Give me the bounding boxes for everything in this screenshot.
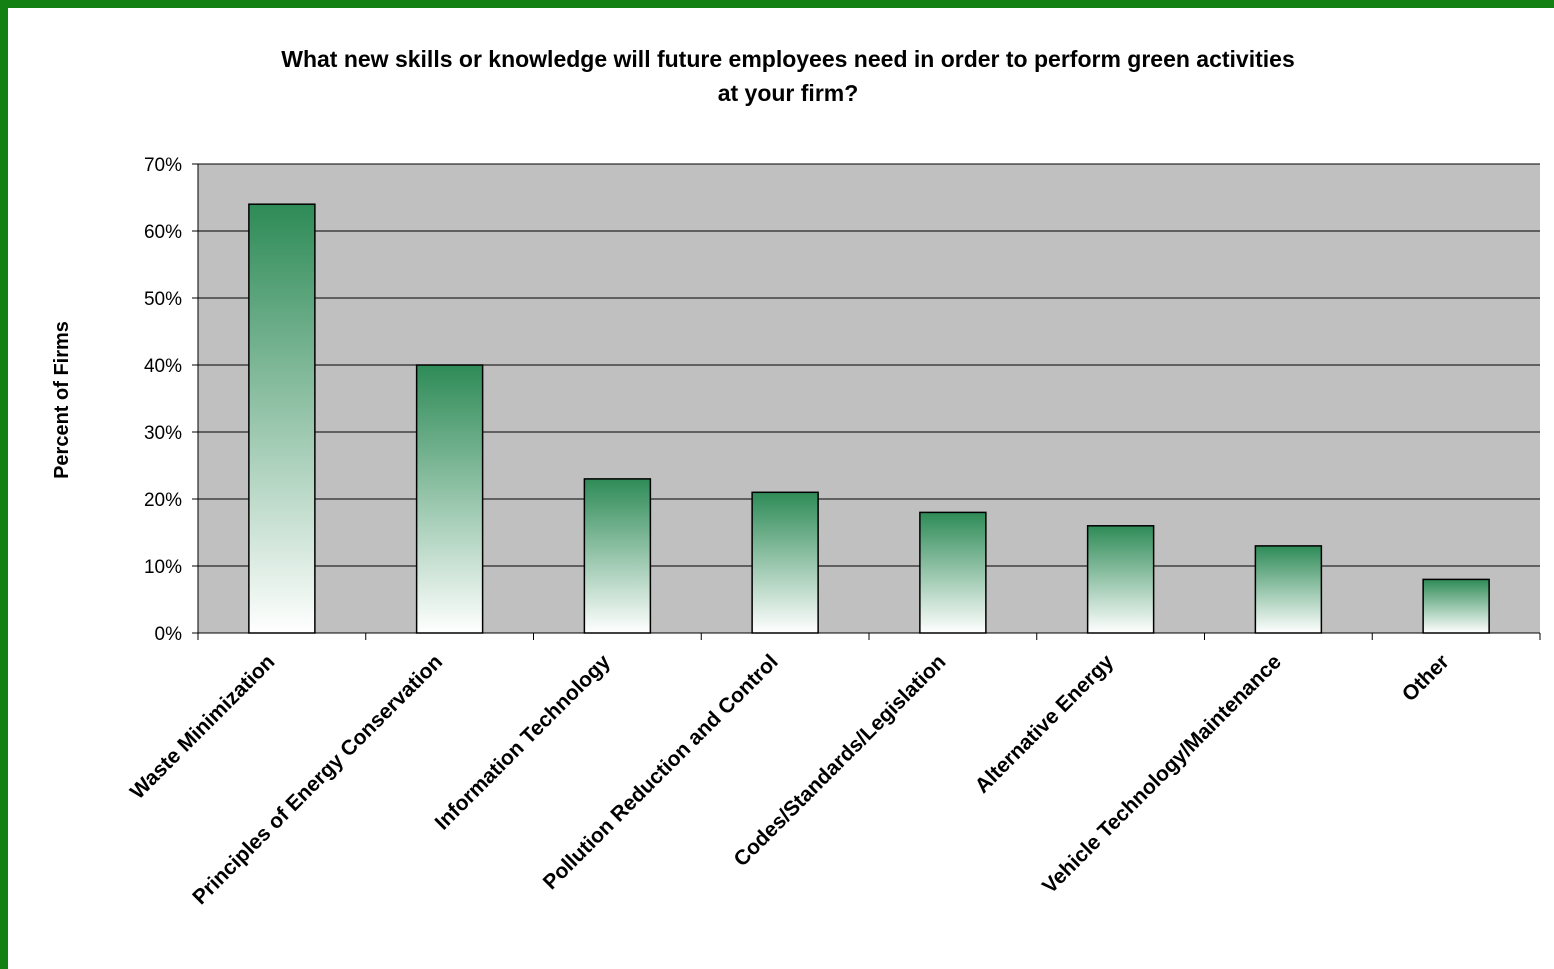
plot-area xyxy=(198,164,1540,633)
bar-6 xyxy=(1254,545,1323,634)
y-tick-label-7: 70% xyxy=(144,155,182,176)
y-tick-label-4: 40% xyxy=(144,356,182,377)
y-tick-label-2: 20% xyxy=(144,490,182,511)
bars xyxy=(248,203,1490,634)
y-ticks xyxy=(192,163,198,634)
bar-7 xyxy=(1422,578,1490,634)
y-tick-label-5: 50% xyxy=(144,289,182,310)
bar-5 xyxy=(1086,525,1155,634)
chart-title-line-2: at your firm? xyxy=(718,80,859,106)
bar-4 xyxy=(919,511,987,634)
y-axis-title: Percent of Firms xyxy=(51,321,73,479)
bar-0 xyxy=(248,203,316,634)
bar-3 xyxy=(751,491,819,634)
y-tick-label-3: 30% xyxy=(144,423,182,444)
bar-1 xyxy=(415,364,484,634)
bar-2 xyxy=(583,478,652,634)
x-ticks xyxy=(197,633,1541,640)
chart-title-line-1: What new skills or knowledge will future… xyxy=(281,46,1295,72)
y-tick-label-1: 10% xyxy=(144,557,182,578)
y-tick-labels: 0% 10% 20% 30% 40% 50% 60% 70% xyxy=(144,155,182,645)
y-tick-label-6: 60% xyxy=(144,222,182,243)
y-tick-label-0: 0% xyxy=(155,624,183,645)
